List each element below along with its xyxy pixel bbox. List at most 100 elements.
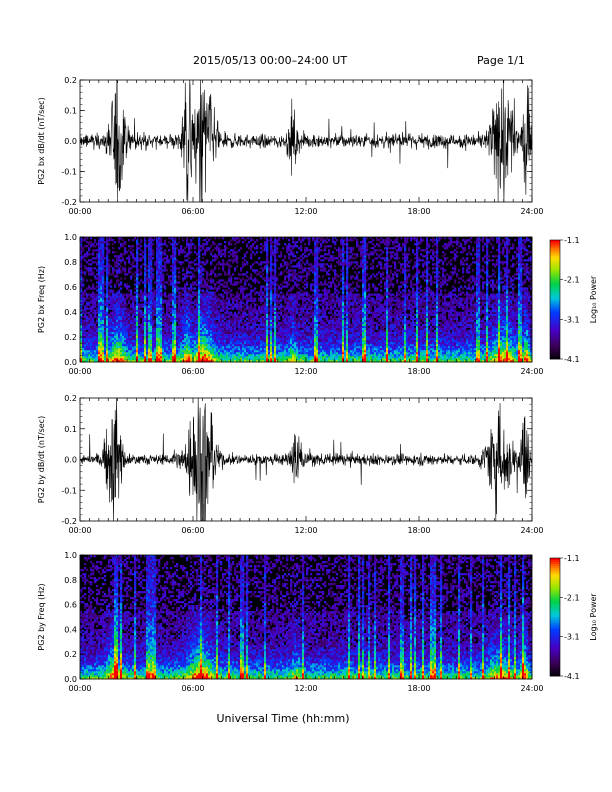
spectrogram-cell [102, 277, 104, 279]
spectrogram-cell [248, 356, 250, 358]
spectrogram-cell [216, 247, 218, 249]
spectrogram-cell [88, 312, 90, 314]
spectrogram-cell [236, 332, 238, 334]
spectrogram-cell [108, 283, 110, 285]
spectrogram-cell [114, 293, 116, 295]
spectrogram-cell [202, 243, 204, 245]
spectrogram-cell [220, 273, 222, 275]
spectrogram-cell [98, 261, 100, 263]
spectrogram-cell [138, 340, 140, 342]
spectrogram-cell [168, 328, 170, 330]
spectrogram-cell [146, 340, 148, 342]
spectrogram-cell [88, 267, 90, 269]
spectrogram-cell [252, 302, 254, 304]
spectrogram-cell [118, 241, 120, 243]
spectrogram-cell [290, 324, 292, 326]
spectrogram-cell [82, 302, 84, 304]
spectrogram-cell [294, 310, 296, 312]
spectrogram-cell [160, 243, 162, 245]
spectrogram-cell [136, 285, 138, 287]
spectrogram-cell [174, 287, 176, 289]
spectrogram-cell [272, 318, 274, 320]
spectrogram-cell [136, 289, 138, 291]
spectrogram-cell [94, 312, 96, 314]
spectrogram-cell [152, 302, 154, 304]
spectrogram-cell [100, 330, 102, 332]
spectrogram-cell [260, 306, 262, 308]
spectrogram-cell [240, 352, 242, 354]
spectrogram-cell [262, 346, 264, 348]
spectrogram-cell [152, 291, 154, 293]
spectrogram-cell [156, 318, 158, 320]
spectrogram-cell [116, 269, 118, 271]
spectrogram-cell [172, 342, 174, 344]
spectrogram-cell [274, 316, 276, 318]
spectrogram-cell [208, 312, 210, 314]
spectrogram-cell [292, 285, 294, 287]
spectrogram-cell [174, 330, 176, 332]
spectrogram-cell [170, 330, 172, 332]
spectrogram-cell [132, 330, 134, 332]
spectrogram-cell [84, 348, 86, 350]
spectrogram-cell [212, 316, 214, 318]
spectrogram-cell [182, 352, 184, 354]
spectrogram-cell [250, 348, 252, 350]
spectrogram-cell [170, 265, 172, 267]
spectrogram-cell [254, 322, 256, 324]
spectrogram-cell [134, 354, 136, 356]
spectrogram-cell [106, 241, 108, 243]
spectrogram-cell [286, 354, 288, 356]
spectrogram-cell [172, 340, 174, 342]
spectrogram-cell [278, 239, 280, 241]
spectrogram-cell [98, 314, 100, 316]
spectrogram-cell [192, 293, 194, 295]
spectrogram-cell [102, 297, 104, 299]
spectrogram-cell [276, 350, 278, 352]
spectrogram-cell [288, 332, 290, 334]
spectrogram-cell [246, 261, 248, 263]
spectrogram-cell [106, 352, 108, 354]
spectrogram-cell [90, 259, 92, 261]
spectrogram-cell [182, 308, 184, 310]
spectrogram-cell [180, 336, 182, 338]
spectrogram-cell [260, 346, 262, 348]
spectrogram-cell [156, 263, 158, 265]
spectrogram-cell [166, 354, 168, 356]
spectrogram-cell [212, 287, 214, 289]
spectrogram-cell [120, 310, 122, 312]
spectrogram-cell [252, 336, 254, 338]
spectrogram-cell [240, 289, 242, 291]
spectrogram-cell [256, 318, 258, 320]
spectrogram-cell [174, 253, 176, 255]
spectrogram-cell [190, 285, 192, 287]
spectrogram-cell [128, 316, 130, 318]
spectrogram-cell [236, 251, 238, 253]
spectrogram-cell [150, 340, 152, 342]
spectrogram-cell [236, 277, 238, 279]
spectrogram-cell [198, 279, 200, 281]
spectrogram-cell [224, 346, 226, 348]
spectrogram-cell [200, 348, 202, 350]
spectrogram-cell [92, 336, 94, 338]
spectrogram-cell [198, 291, 200, 293]
spectrogram-cell [130, 356, 132, 358]
spectrogram-cell [172, 277, 174, 279]
spectrogram-cell [130, 336, 132, 338]
spectrogram-cell [138, 348, 140, 350]
spectrogram-cell [96, 344, 98, 346]
spectrogram-cell [172, 302, 174, 304]
spectrogram-cell [152, 358, 154, 360]
spectrogram-cell [188, 257, 190, 259]
spectrogram-cell [206, 308, 208, 310]
spectrogram-cell [120, 302, 122, 304]
spectrogram-cell [158, 326, 160, 328]
spectrogram-cell [242, 322, 244, 324]
spectrogram-cell [116, 328, 118, 330]
spectrogram-cell [116, 342, 118, 344]
spectrogram-cell [168, 332, 170, 334]
spectrogram-cell [212, 243, 214, 245]
spectrogram-cell [250, 306, 252, 308]
spectrogram-cell [242, 334, 244, 336]
spectrogram-cell [294, 346, 296, 348]
spectrogram-cell [246, 308, 248, 310]
